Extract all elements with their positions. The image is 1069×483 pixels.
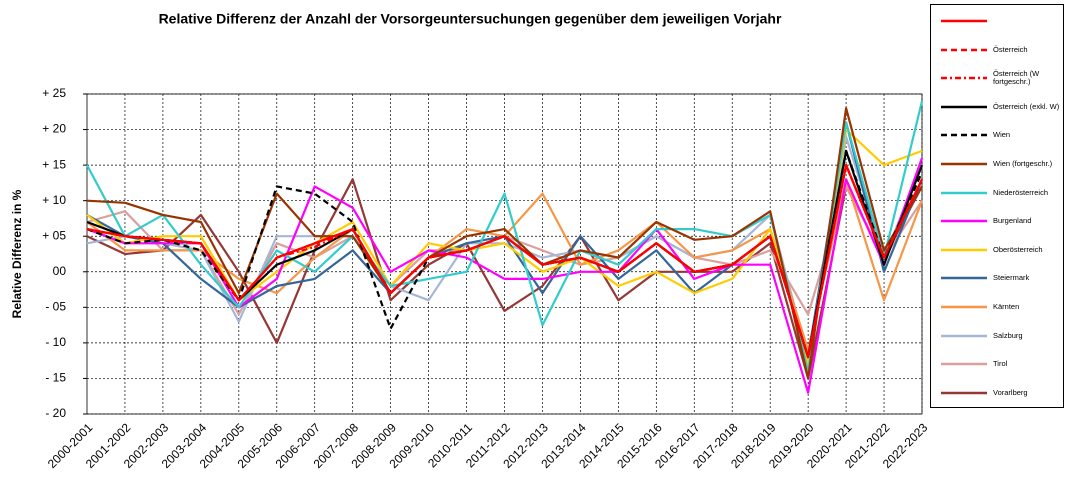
legend-item: Oberösterreich [931, 236, 1065, 264]
series-line [86, 157, 924, 394]
legend-label: Wien (fortgeschr.) [993, 159, 1053, 168]
y-tick-label: - 20 [45, 406, 66, 420]
y-tick-label: + 05 [42, 228, 66, 242]
legend-label: Kärnten [993, 302, 1020, 311]
series-line [86, 178, 923, 380]
legend-item: Burgenland [931, 207, 1065, 235]
legend-label: Niederösterreich [993, 187, 1049, 197]
legend-swatch-box [941, 105, 987, 109]
legend-swatch-box [941, 219, 987, 223]
y-tick-label: + 10 [42, 193, 66, 207]
legend-item: Österreich [931, 36, 1065, 64]
legend-item: Niederösterreich [931, 179, 1065, 207]
legend-swatch-box [941, 48, 987, 51]
chart-title: Relative Differenz der Anzahl der Vorsor… [159, 11, 782, 27]
y-tick-label: + 15 [42, 157, 66, 171]
legend-item: Kärnten [931, 293, 1065, 321]
legend-swatch-box [941, 248, 987, 252]
y-tick-label: + 25 [42, 86, 66, 100]
legend-label: Österreich (W fortgeschr.) [993, 69, 1040, 87]
legend-item [931, 7, 1065, 35]
legend-swatch-box [941, 191, 987, 194]
legend-item: Vorarlberg [931, 379, 1065, 407]
legend-swatch-box [941, 391, 987, 395]
legend-swatch-box [941, 277, 987, 280]
legend-label: Wien [993, 130, 1011, 140]
legend-swatch-box [941, 305, 987, 309]
plot-frame [86, 93, 923, 415]
legend-label: Burgenland [993, 216, 1032, 226]
legend-swatch-box [941, 134, 987, 137]
legend-label: Vorarlberg [993, 387, 1028, 397]
legend-label: Salzburg [993, 330, 1023, 340]
legend-item: Wien (fortgeschr.) [931, 150, 1065, 178]
legend-label: Österreich (exkl. W) [993, 101, 1060, 111]
legend-item: Steiermark [931, 264, 1065, 292]
y-tick-label: - 05 [45, 300, 66, 314]
y-axis-label: Relative Differenz in % [10, 189, 24, 318]
series-line [86, 107, 923, 380]
legend-item: Wien [931, 121, 1065, 149]
legend-item: Österreich (W fortgeschr.) [931, 64, 1065, 92]
legend-swatch-box [941, 334, 987, 337]
y-tick-label: + 20 [42, 122, 66, 136]
legend: Österreich Österreich (W fortgeschr.) Öste… [930, 4, 1064, 408]
y-tick-label: - 10 [45, 335, 66, 349]
legend-label: Österreich [993, 44, 1028, 54]
series-line [86, 164, 923, 359]
legend-swatch-box [941, 76, 987, 80]
legend-item: Österreich (exkl. W) [931, 93, 1065, 121]
y-tick-label: 00 [53, 264, 67, 278]
legend-label: Tirol [993, 359, 1008, 369]
legend-item: Tirol [931, 350, 1065, 378]
legend-label: Oberösterreich [993, 244, 1043, 254]
legend-label: Steiermark [993, 273, 1030, 283]
legend-swatch-box [941, 162, 987, 166]
legend-swatch-box [941, 19, 987, 23]
legend-swatch-box [941, 362, 987, 366]
y-tick-label: - 15 [45, 371, 66, 385]
legend-item: Salzburg [931, 322, 1065, 350]
